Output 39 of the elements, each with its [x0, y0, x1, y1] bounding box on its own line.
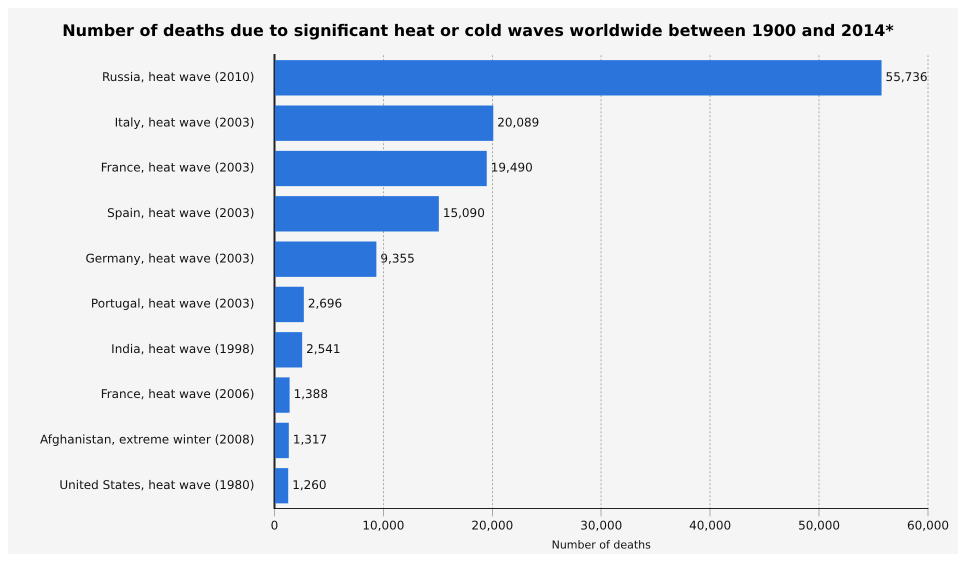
x-tick-label: 50,000	[798, 518, 840, 533]
y-tick-label: France, heat wave (2006)	[100, 387, 254, 402]
data-label: 2,541	[306, 342, 341, 356]
bar	[274, 468, 288, 504]
y-tick-label: Russia, heat wave (2010)	[102, 70, 254, 84]
y-tick-label: Afghanistan, extreme winter (2008)	[40, 432, 254, 447]
x-tick-label: 30,000	[580, 518, 622, 533]
x-tick-label: 40,000	[689, 518, 732, 533]
bar	[274, 286, 304, 322]
x-axis-title: Number of deaths	[552, 538, 652, 552]
data-label: 20,089	[497, 115, 540, 130]
x-tick-label: 10,000	[362, 518, 404, 533]
data-label: 15,090	[442, 206, 485, 220]
y-tick-label: Germany, heat wave (2003)	[85, 251, 254, 266]
data-label: 19,490	[490, 160, 533, 175]
y-tick-label: Spain, heat wave (2003)	[107, 206, 254, 220]
bar	[274, 150, 487, 186]
bar	[274, 422, 289, 458]
bar	[274, 241, 376, 277]
bar	[274, 332, 302, 368]
x-tick-label: 60,000	[907, 518, 949, 533]
data-label: 9,355	[380, 251, 415, 266]
data-label: 55,736	[886, 70, 928, 84]
x-tick-label: 20,000	[471, 518, 514, 533]
y-tick-label: France, heat wave (2003)	[100, 160, 254, 175]
bar	[274, 196, 439, 232]
y-tick-label: India, heat wave (1998)	[111, 342, 254, 356]
y-tick-label: United States, heat wave (1980)	[59, 478, 254, 492]
bar	[274, 377, 290, 413]
y-tick-label: Portugal, heat wave (2003)	[90, 296, 254, 311]
data-label: 1,317	[292, 432, 328, 447]
data-label: 1,260	[292, 478, 327, 492]
data-label: 2,696	[308, 296, 342, 311]
chart-title: Number of deaths due to significant heat or cold waves worldwide between 1900 and 2014*	[62, 20, 894, 40]
bar	[274, 106, 494, 141]
x-tick-label: 0	[270, 518, 278, 533]
bar	[274, 60, 882, 96]
y-tick-label: Italy, heat wave (2003)	[114, 115, 254, 130]
data-label: 1,388	[294, 387, 328, 402]
